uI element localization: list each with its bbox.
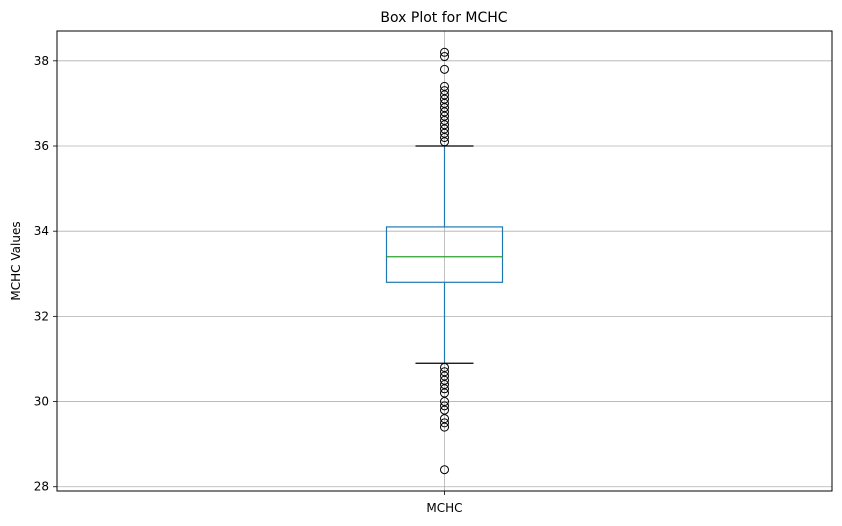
- y-tick-label: 34: [34, 224, 49, 238]
- outlier-point: [440, 465, 449, 475]
- x-tick-label: MCHC: [426, 501, 462, 515]
- outliers: [440, 47, 449, 475]
- outlier-point: [440, 405, 449, 415]
- outlier-point: [440, 98, 449, 108]
- y-axis-ticks: 28 30 32 34 36 38: [34, 54, 57, 494]
- outlier-point: [440, 86, 449, 96]
- outlier-point: [440, 52, 449, 62]
- outlier-point: [440, 94, 449, 104]
- y-axis-label: MCHC Values: [9, 221, 23, 300]
- outlier-point: [440, 418, 449, 428]
- outlier-point: [440, 107, 449, 117]
- outlier-point: [440, 132, 449, 142]
- outlier-point: [440, 401, 449, 411]
- y-tick-label: 28: [34, 480, 49, 494]
- y-tick-label: 38: [34, 54, 49, 68]
- outlier-point: [440, 414, 449, 424]
- outlier-point: [440, 375, 449, 385]
- outlier-point: [440, 388, 449, 398]
- outlier-point: [440, 137, 449, 147]
- outlier-point: [440, 47, 449, 57]
- outlier-point: [440, 81, 449, 91]
- outlier-point: [440, 111, 449, 121]
- y-tick-label: 36: [34, 139, 49, 153]
- outlier-point: [440, 380, 449, 390]
- outlier-point: [440, 124, 449, 134]
- outlier-point: [440, 120, 449, 130]
- iqr-box: [385, 226, 504, 283]
- outlier-point: [440, 371, 449, 381]
- outlier-point: [440, 422, 449, 432]
- y-tick-label: 32: [34, 309, 49, 323]
- outlier-point: [440, 397, 449, 407]
- chart-title: Box Plot for MCHC: [380, 10, 507, 26]
- outlier-point: [440, 90, 449, 100]
- outlier-point: [440, 103, 449, 113]
- outlier-point: [440, 128, 449, 138]
- box-group: [385, 145, 504, 364]
- y-tick-label: 30: [34, 395, 49, 409]
- outlier-point: [440, 367, 449, 377]
- outlier-point: [440, 115, 449, 125]
- outlier-point: [440, 362, 449, 372]
- x-axis-ticks: MCHC: [426, 491, 463, 515]
- outlier-point: [440, 384, 449, 394]
- outlier-point: [440, 64, 449, 74]
- grid-lines: [57, 31, 832, 491]
